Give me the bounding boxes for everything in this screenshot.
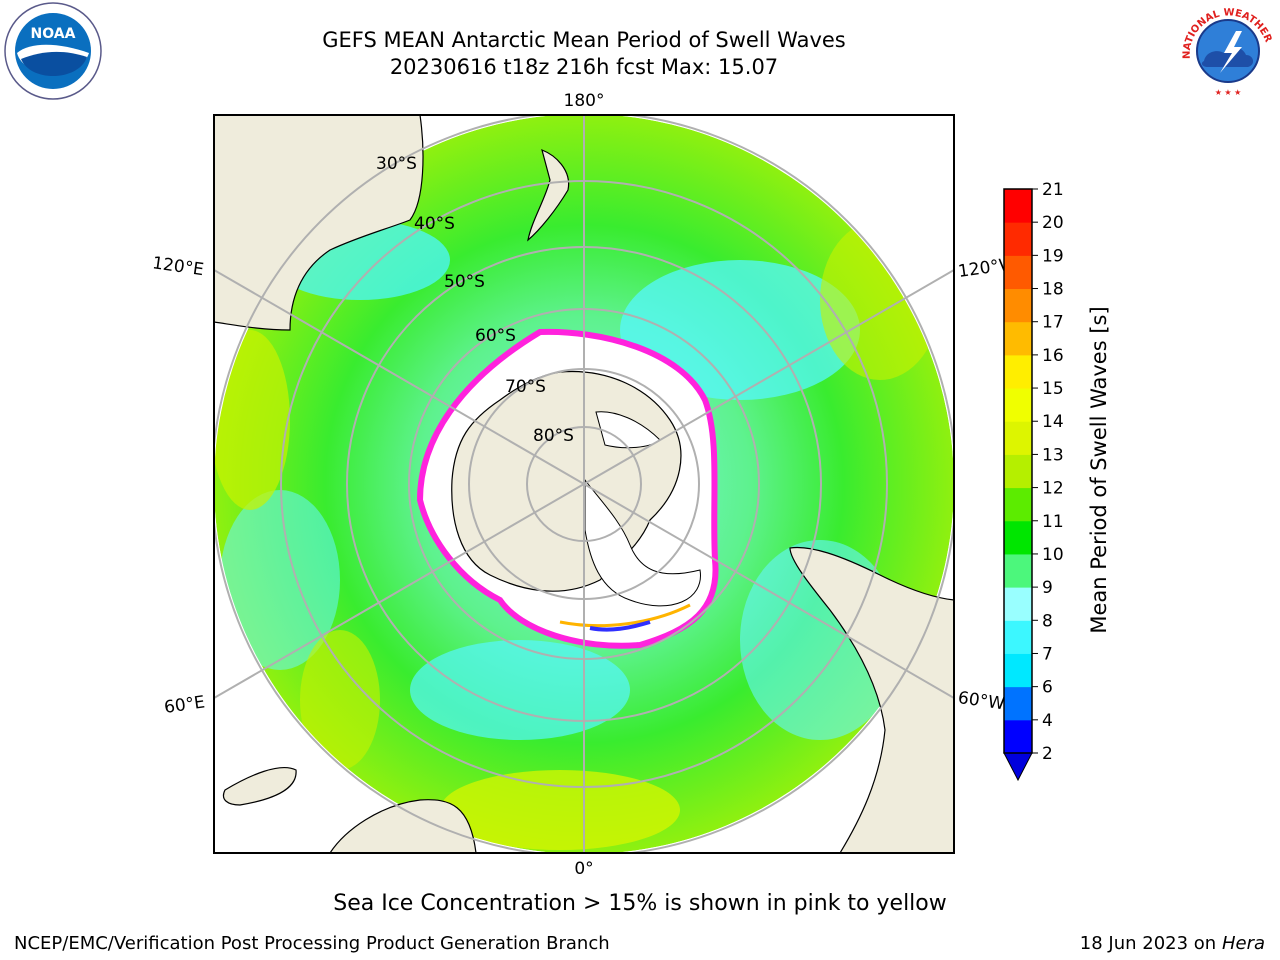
sea-ice-caption: Sea Ice Concentration > 15% is shown in … [333, 891, 947, 916]
colorbar-tick-label: 18 [1042, 280, 1064, 300]
lon-label-180: 180° [564, 91, 605, 111]
colorbar: 2 4 6 7 8 9 10 11 12 13 14 15 16 17 18 19 20 21 Mean Peri… [1003, 180, 1111, 782]
ross-ice-shelf [584, 478, 701, 607]
south-america [789, 546, 954, 853]
colorbar-tick-label: 6 [1042, 678, 1053, 698]
colorbar-label: Mean Period of Swell Waves [s] [1087, 306, 1111, 633]
colorbar-tick-label: 13 [1042, 445, 1064, 465]
swell-patch [220, 490, 340, 670]
map-frame [213, 114, 955, 854]
colorbar-tick-label: 16 [1042, 346, 1064, 366]
colorbar-tick-label: 11 [1042, 512, 1064, 532]
madagascar [222, 766, 297, 806]
colorbar-frame [1003, 188, 1033, 754]
machine-name: Hera [1221, 933, 1265, 954]
colorbar-tick-label: 2 [1042, 744, 1053, 764]
lon-label-0: 0° [574, 859, 593, 879]
colorbar-tick-label: 10 [1042, 545, 1064, 565]
colorbar-bin [1004, 553, 1032, 588]
colorbar-tick-label: 15 [1042, 379, 1064, 399]
lat-label-50s: 50°S [444, 272, 485, 292]
colorbar-tick-label: 9 [1042, 578, 1053, 598]
sea-ice-yellow [559, 603, 691, 628]
date-stamp: 18 Jun 2023 on Hera [1080, 933, 1265, 954]
lat-label-30s: 30°S [376, 154, 417, 174]
swell-patch [440, 770, 680, 850]
lat-label-40s: 40°S [414, 214, 455, 234]
colorbar-tick-label: 19 [1042, 246, 1064, 266]
colorbar-bin [1004, 719, 1032, 754]
noaa-logo: NOAA [4, 2, 102, 100]
colorbar-bin [1004, 321, 1032, 356]
lat-label-70s: 70°S [505, 377, 546, 397]
swell-patch [300, 630, 380, 770]
colorbar-tick-label: 7 [1042, 644, 1053, 664]
colorbar-extend-triangle [1003, 752, 1033, 782]
lon-label-60e: 60°E [163, 692, 206, 717]
colorbar-bin [1004, 255, 1032, 290]
swell-patch [620, 260, 860, 400]
africa [329, 799, 477, 853]
chart-subtitle: 20230616 t18z 216h fcst Max: 15.07 [389, 55, 779, 79]
svg-text:★ ★ ★: ★ ★ ★ [1215, 88, 1242, 97]
colorbar-bin [1004, 653, 1032, 688]
colorbar-tick-label: 17 [1042, 313, 1064, 333]
colorbar-bin [1004, 454, 1032, 489]
colorbar-bin [1004, 388, 1032, 422]
chart-title: GEFS MEAN Antarctic Mean Period of Swell… [322, 28, 846, 52]
colorbar-bin [1004, 222, 1032, 256]
colorbar-bin [1004, 587, 1032, 621]
colorbar-tick-label: 12 [1042, 479, 1064, 499]
colorbar-tick-label: 20 [1042, 213, 1064, 233]
nws-logo: NATIONAL WEATHER SERVICE ★ ★ ★ [1176, 1, 1275, 98]
credit-line: NCEP/EMC/Verification Post Processing Pr… [14, 933, 610, 954]
swell-patch [410, 640, 630, 740]
lat-label-60s: 60°S [475, 326, 516, 346]
colorbar-tick-label: 21 [1042, 180, 1064, 200]
colorbar-tick-label: 14 [1042, 412, 1064, 432]
svg-text:NOAA: NOAA [31, 26, 76, 42]
colorbar-tick-label: 8 [1042, 611, 1053, 631]
lon-label-120e: 120°E [151, 253, 205, 280]
new-zealand [527, 149, 570, 242]
sea-ice-blue [589, 620, 651, 632]
lat-label-80s: 80°S [533, 426, 574, 446]
colorbar-bin [1004, 354, 1032, 389]
graticule [214, 115, 954, 853]
colorbar-bin [1004, 686, 1032, 721]
colorbar-bin [1004, 487, 1032, 522]
date-text: 18 Jun 2023 on [1079, 933, 1217, 954]
colorbar-bin [1004, 189, 1032, 223]
colorbar-bin [1004, 620, 1032, 654]
colorbar-bin [1004, 520, 1032, 555]
colorbar-bin [1004, 288, 1032, 323]
colorbar-tick-label: 4 [1042, 711, 1053, 731]
colorbar-bin [1004, 421, 1032, 455]
